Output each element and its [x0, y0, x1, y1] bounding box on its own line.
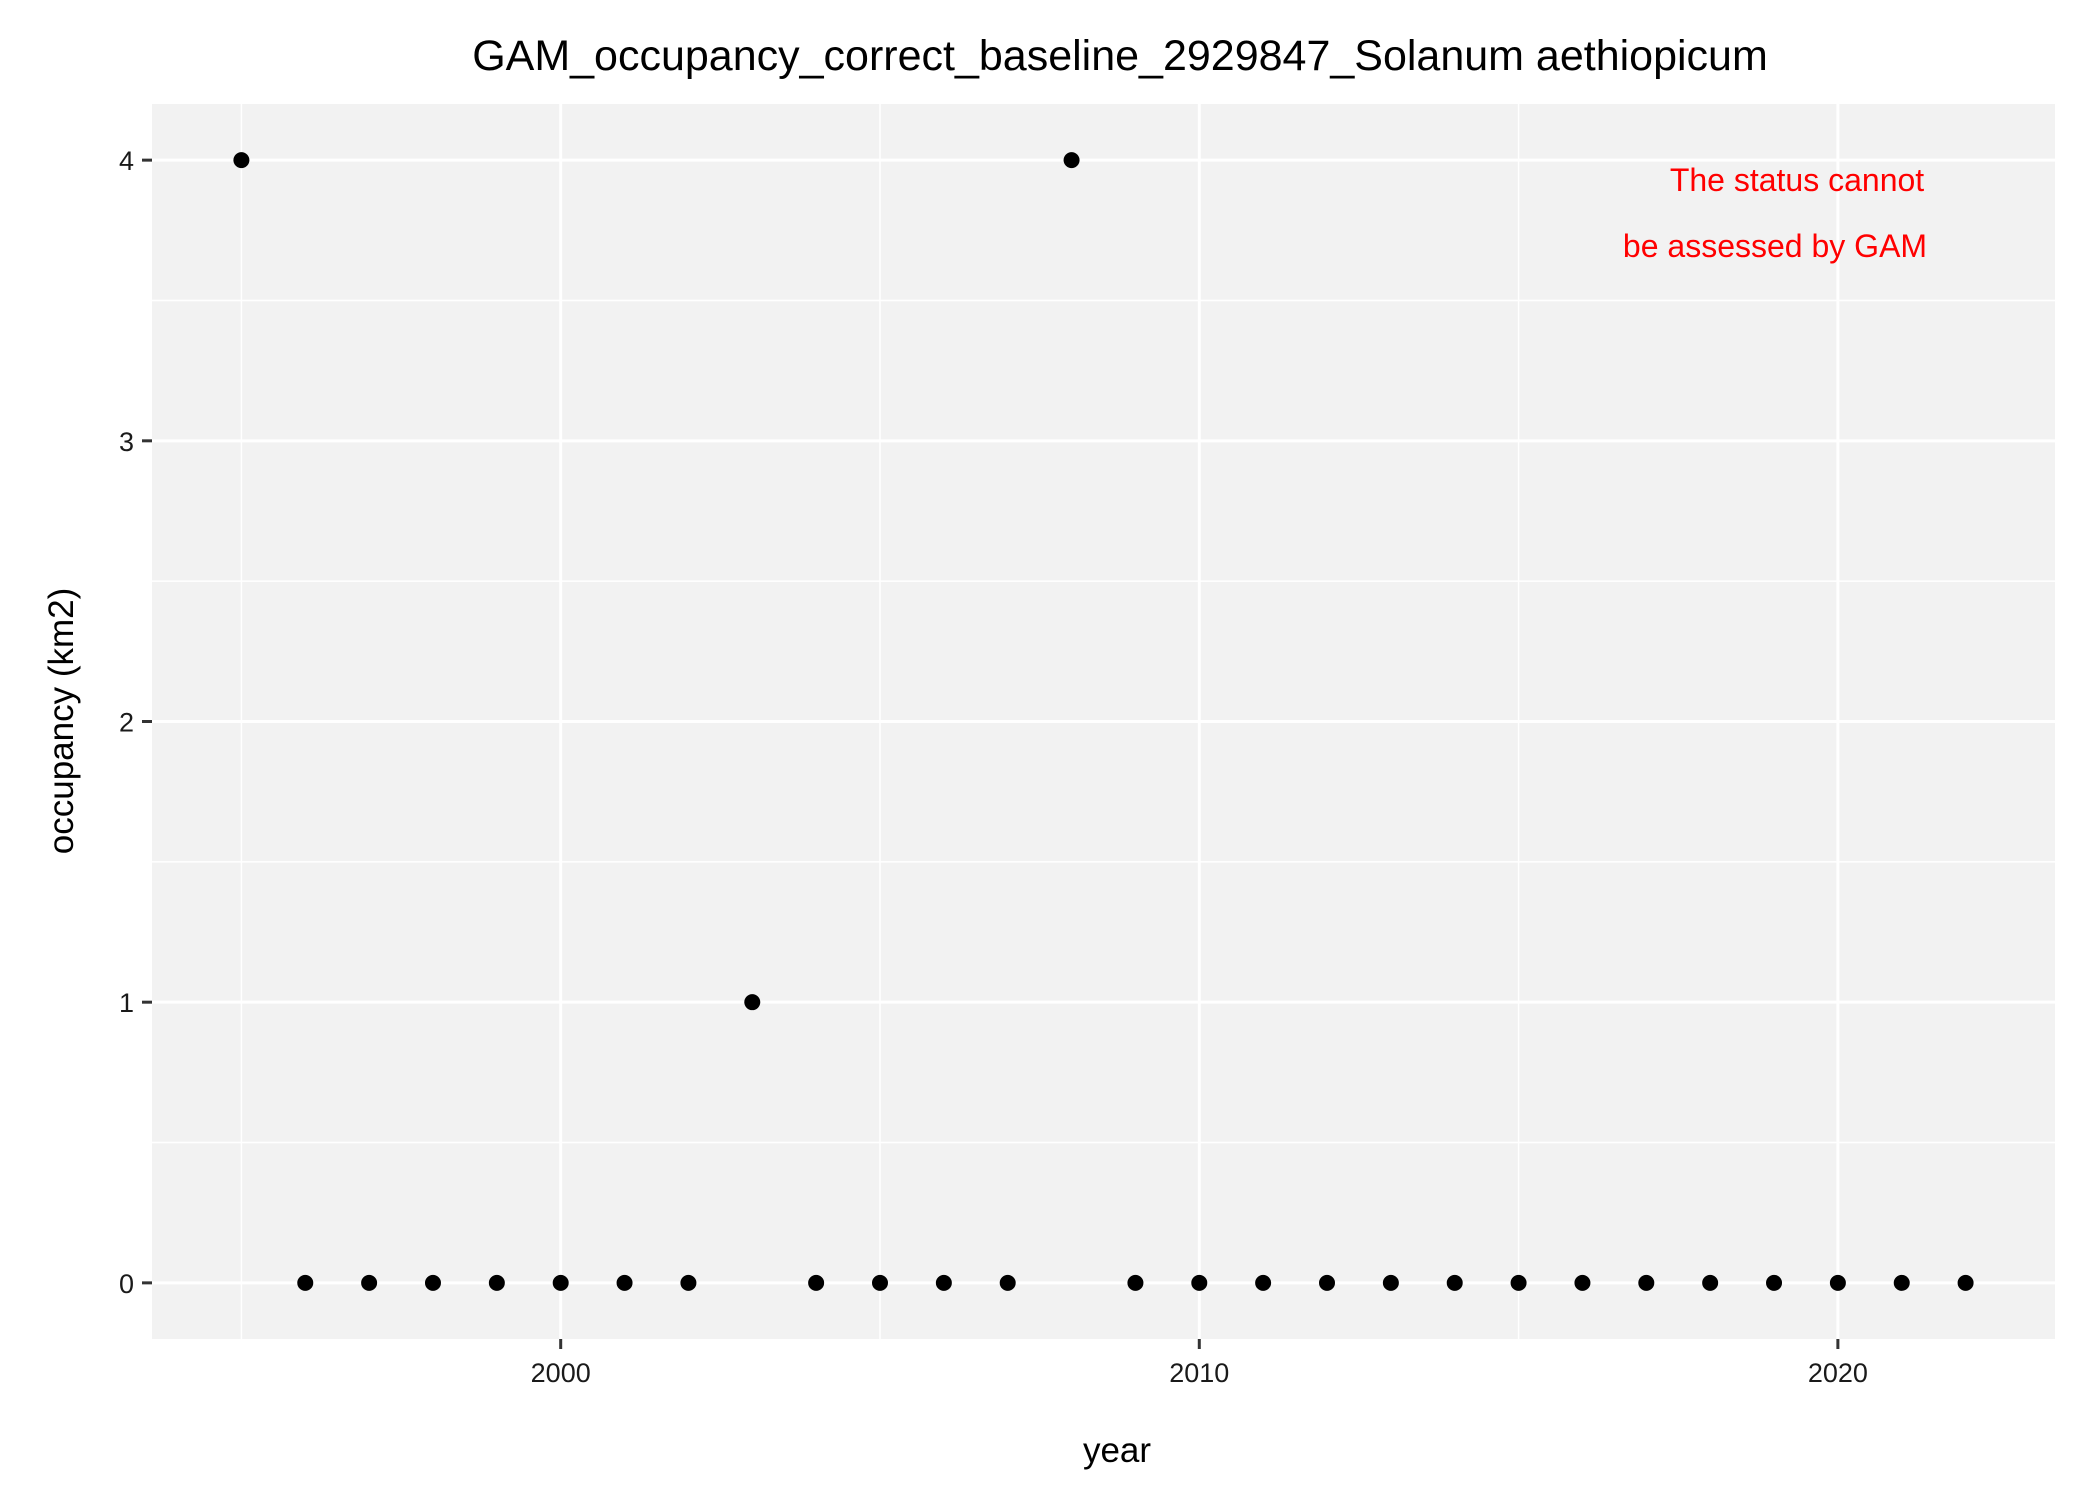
data-point	[233, 152, 250, 169]
data-point	[1638, 1274, 1655, 1291]
data-point	[488, 1274, 505, 1291]
data-point	[424, 1274, 441, 1291]
y-axis: 0 1 2 3 4	[119, 146, 152, 1299]
data-point	[1893, 1274, 1910, 1291]
x-tick-label: 2000	[531, 1358, 591, 1388]
data-point	[1255, 1274, 1272, 1291]
y-axis-title: occupancy (km2)	[42, 588, 81, 854]
data-point	[999, 1274, 1016, 1291]
annotation-line-1: The status cannot	[1670, 162, 1924, 198]
data-point	[1510, 1274, 1527, 1291]
data-point	[552, 1274, 569, 1291]
data-point	[1319, 1274, 1336, 1291]
y-tick-label: 3	[119, 427, 134, 457]
data-point	[1446, 1274, 1463, 1291]
annotation-line-2: be assessed by GAM	[1623, 228, 1927, 264]
data-point	[1127, 1274, 1144, 1291]
x-axis-title: year	[1083, 1431, 1151, 1470]
data-point	[1702, 1274, 1719, 1291]
data-point	[1957, 1274, 1974, 1291]
data-point	[1382, 1274, 1399, 1291]
x-axis: 2000 2010 2020	[531, 1339, 1868, 1388]
major-gridlines	[152, 104, 2055, 1339]
data-point	[871, 1274, 888, 1291]
data-point	[1063, 152, 1080, 169]
data-point	[1574, 1274, 1591, 1291]
data-point	[297, 1274, 314, 1291]
data-point	[680, 1274, 697, 1291]
data-point	[616, 1274, 633, 1291]
y-tick-label: 4	[119, 146, 134, 176]
data-point	[1829, 1274, 1846, 1291]
data-point	[1766, 1274, 1783, 1291]
x-tick-label: 2020	[1808, 1358, 1868, 1388]
data-points	[233, 152, 1974, 1291]
data-point	[1191, 1274, 1208, 1291]
data-point	[361, 1274, 378, 1291]
y-tick-label: 1	[119, 988, 134, 1018]
chart-title: GAM_occupancy_correct_baseline_2929847_S…	[472, 32, 1768, 80]
data-point	[744, 994, 761, 1011]
data-point	[935, 1274, 952, 1291]
y-tick-label: 2	[119, 708, 134, 738]
y-tick-label: 0	[119, 1269, 134, 1299]
data-point	[808, 1274, 825, 1291]
x-tick-label: 2010	[1169, 1358, 1229, 1388]
